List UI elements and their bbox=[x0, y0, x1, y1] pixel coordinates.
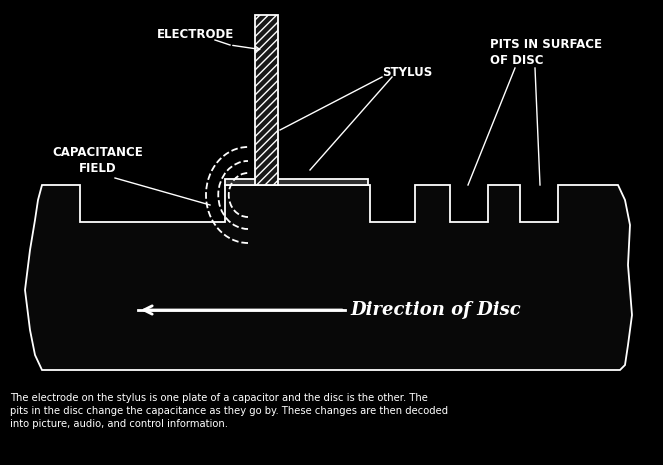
Text: The electrode on the stylus is one plate of a capacitor and the disc is the othe: The electrode on the stylus is one plate… bbox=[10, 393, 448, 429]
Text: ELECTRODE: ELECTRODE bbox=[156, 28, 233, 41]
Text: PITS IN SURFACE
OF DISC: PITS IN SURFACE OF DISC bbox=[490, 38, 602, 66]
Text: CAPACITANCE
FIELD: CAPACITANCE FIELD bbox=[52, 146, 143, 174]
Polygon shape bbox=[255, 15, 278, 185]
Text: STYLUS: STYLUS bbox=[382, 66, 432, 79]
Polygon shape bbox=[225, 179, 368, 185]
Text: Direction of Disc: Direction of Disc bbox=[350, 301, 520, 319]
Polygon shape bbox=[25, 185, 632, 370]
